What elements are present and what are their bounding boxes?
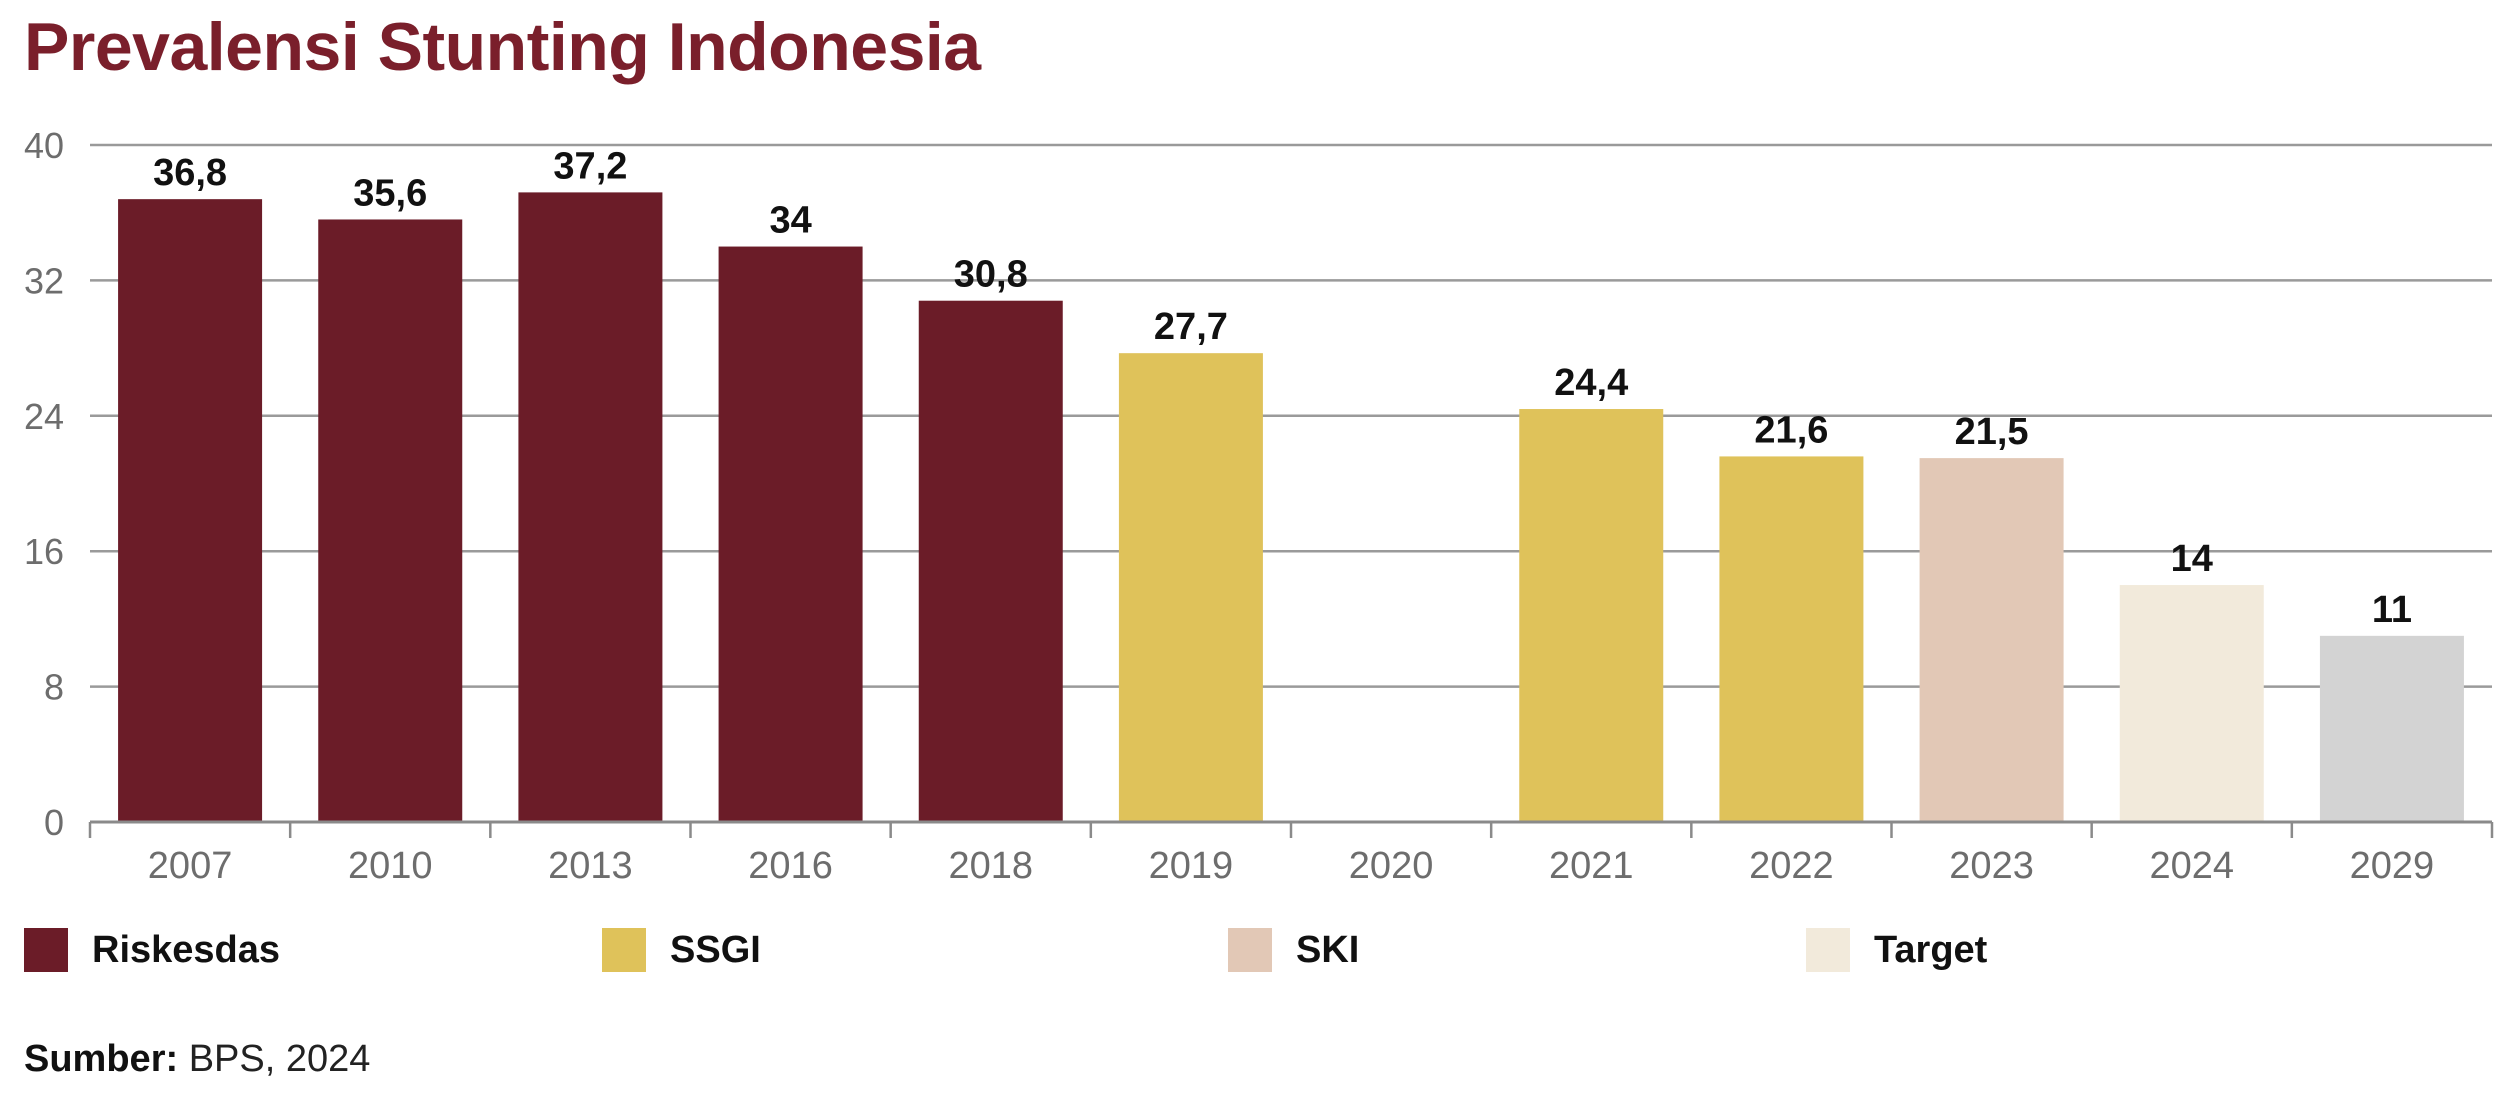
value-label-2024: 14 bbox=[2171, 538, 2213, 580]
value-label-2029: 11 bbox=[2372, 589, 2412, 631]
legend-item-riskesdas: Riskesdas bbox=[24, 920, 280, 980]
y-tick-label: 16 bbox=[24, 531, 64, 572]
x-tick-label-2013: 2013 bbox=[548, 845, 633, 887]
y-axis-ticks: 0 8 16 24 32 40 bbox=[24, 125, 64, 843]
y-tick-label: 40 bbox=[24, 125, 64, 166]
bar-2016 bbox=[718, 246, 863, 823]
bar-2019 bbox=[1118, 353, 1263, 822]
x-axis bbox=[88, 820, 2494, 838]
x-tick-label-2016: 2016 bbox=[748, 845, 833, 887]
value-label-2007: 36,8 bbox=[153, 152, 227, 194]
x-tick-label-2021: 2021 bbox=[1549, 845, 1634, 887]
bar-2013 bbox=[518, 192, 663, 822]
source-text: BPS, 2024 bbox=[188, 1038, 371, 1080]
legend-label-target: Target bbox=[1874, 928, 1988, 971]
y-tick-label: 0 bbox=[44, 802, 64, 843]
legend-label-ssgi: SSGI bbox=[670, 928, 761, 971]
legend: Riskesdas SSGI SKI Target bbox=[0, 920, 2512, 980]
bar-2010 bbox=[318, 219, 463, 823]
bars bbox=[118, 192, 2464, 823]
value-label-2023: 21,5 bbox=[1955, 411, 2029, 453]
value-label-2013: 37,2 bbox=[553, 145, 627, 187]
bar-2018 bbox=[918, 300, 1063, 823]
value-label-2021: 24,4 bbox=[1554, 362, 1628, 404]
legend-label-ski: SKI bbox=[1296, 928, 1360, 971]
legend-item-target: Target bbox=[1806, 920, 1987, 980]
chart-title: Prevalensi Stunting Indonesia bbox=[24, 9, 981, 85]
legend-swatch-riskesdas bbox=[24, 928, 68, 972]
y-tick-label: 24 bbox=[24, 396, 64, 437]
x-tick-label-2022: 2022 bbox=[1749, 845, 1834, 887]
bar-2024 bbox=[2119, 585, 2264, 822]
x-tick-label-2023: 2023 bbox=[1949, 845, 2034, 887]
x-axis-ticks: 2007 2010 2013 2016 2018 2019 2020 2021 2022 2023… bbox=[148, 845, 2434, 887]
value-label-2010: 35,6 bbox=[353, 172, 427, 214]
x-tick-label-2018: 2018 bbox=[948, 845, 1033, 887]
bar-2022 bbox=[1719, 456, 1864, 822]
gridlines bbox=[90, 143, 2492, 688]
legend-swatch-ski bbox=[1228, 928, 1272, 972]
source-note: Sumber: BPS, 2024 bbox=[24, 1038, 370, 1081]
x-tick-label-2007: 2007 bbox=[148, 845, 233, 887]
legend-swatch-target bbox=[1806, 928, 1850, 972]
bar-chart: 0 8 16 24 32 40 36,8 35,6 37,2 34 30,8 27,7 24,4 21,… bbox=[24, 125, 2494, 887]
value-label-2016: 34 bbox=[769, 200, 811, 242]
value-label-2019: 27,7 bbox=[1154, 306, 1228, 348]
value-label-2022: 21,6 bbox=[1754, 409, 1828, 451]
y-tick-label: 32 bbox=[24, 260, 64, 301]
source-label: Sumber: bbox=[24, 1038, 179, 1080]
legend-item-ski: SKI bbox=[1228, 920, 1359, 980]
legend-item-ssgi: SSGI bbox=[602, 920, 761, 980]
value-labels: 36,8 35,6 37,2 34 30,8 27,7 24,4 21,6 21,5 14 11 bbox=[153, 145, 2412, 630]
bar-2029 bbox=[2319, 635, 2464, 822]
bar-2007 bbox=[118, 199, 263, 822]
x-tick-label-2029: 2029 bbox=[2350, 845, 2435, 887]
legend-swatch-ssgi bbox=[602, 928, 646, 972]
x-tick-label-2019: 2019 bbox=[1149, 845, 1234, 887]
value-label-2018: 30,8 bbox=[954, 254, 1028, 296]
x-tick-label-2010: 2010 bbox=[348, 845, 433, 887]
x-tick-label-2024: 2024 bbox=[2149, 845, 2234, 887]
bar-2023 bbox=[1919, 458, 2064, 822]
x-tick-label-2020: 2020 bbox=[1349, 845, 1434, 887]
legend-label-riskesdas: Riskesdas bbox=[92, 928, 281, 971]
bar-2021 bbox=[1519, 409, 1664, 822]
y-tick-label: 8 bbox=[44, 667, 64, 708]
